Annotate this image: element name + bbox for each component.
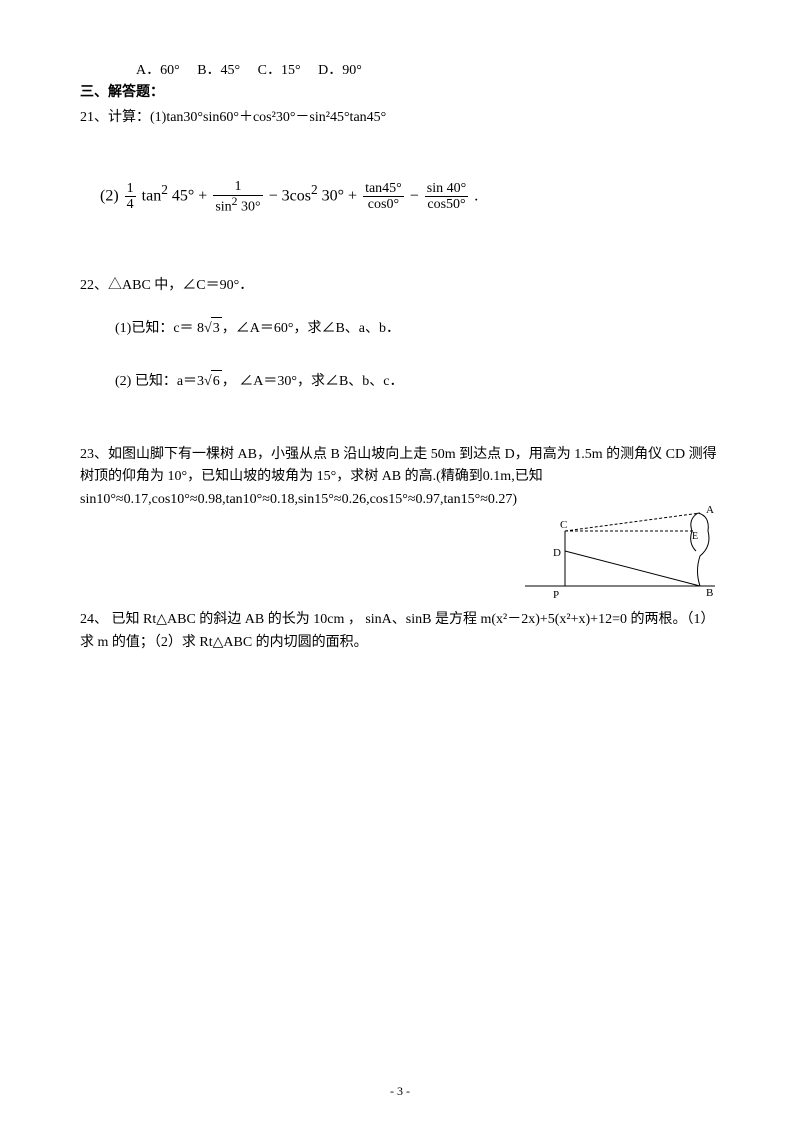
fraction-tan45-cos0: tan45° cos0° <box>363 181 404 213</box>
tan-text: tan <box>142 188 162 205</box>
choice-c: C．15° <box>258 63 301 78</box>
fraction-1-sin2-30: 1 sin2 30° <box>213 179 262 214</box>
sup-2: 2 <box>161 182 168 197</box>
plus-1: + <box>198 188 207 205</box>
choice-a: A．60° <box>136 63 180 78</box>
cos-deg: 30° <box>322 188 344 205</box>
label-p: P <box>553 589 559 601</box>
previous-question-choices: A．60° B．45° C．15° D．90° <box>80 60 720 82</box>
q22-part2: (2) 已知：a＝3√6， ∠A＝30°，求∠B、b、c． <box>115 370 720 393</box>
minus-1: − <box>269 188 278 205</box>
section-title: 三、解答题： <box>80 82 720 104</box>
q21-number: 21、 <box>80 110 108 125</box>
q21-part2-formula: (2) 1 4 tan2 45° + 1 sin2 30° − 3cos2 30… <box>100 179 720 214</box>
label-d: D <box>553 547 561 559</box>
q21-text: 计算：(1)tan30°sin60°＋cos²30°－sin²45°tan45° <box>108 110 386 125</box>
formula-prefix: (2) <box>100 188 119 205</box>
label-c: C <box>560 519 567 531</box>
fraction-sin40-cos50: sin 40° cos50° <box>425 181 468 213</box>
question-24: 24、 已知 Rt△ABC 的斜边 AB 的长为 10cm ， sinA、sin… <box>80 609 720 654</box>
deg-45: 45° <box>172 188 194 205</box>
question-22: 22、△ABC 中，∠C＝90°． (1)已知：c＝ 8√3，∠A＝60°，求∠… <box>80 275 720 394</box>
fraction-1-4: 1 4 <box>125 181 136 213</box>
choice-b: B．45° <box>197 63 240 78</box>
q22-intro: 22、△ABC 中，∠C＝90°． <box>80 275 720 297</box>
question-21: 21、计算：(1)tan30°sin60°＋cos²30°－sin²45°tan… <box>80 107 720 129</box>
minus-2: − <box>410 188 419 205</box>
q24-text: 24、 已知 Rt△ABC 的斜边 AB 的长为 10cm ， sinA、sin… <box>80 612 714 649</box>
label-b: B <box>706 587 713 599</box>
cos-text: cos <box>290 188 311 205</box>
cos-sup: 2 <box>311 182 318 197</box>
q23-figure: E C D P A B <box>520 501 720 609</box>
choice-d: D．90° <box>318 63 362 78</box>
question-23: 23、如图山脚下有一棵树 AB，小强从点 B 沿山坡向上走 50m 到达点 D，… <box>80 444 720 511</box>
label-a: A <box>706 504 714 516</box>
page-number: - 3 - <box>0 1082 800 1101</box>
plus-2: + <box>348 188 357 205</box>
label-e: E <box>692 531 698 542</box>
tree-slope-diagram: E C D P A B <box>520 501 720 601</box>
period: . <box>474 188 478 205</box>
q22-part1: (1)已知：c＝ 8√3，∠A＝60°，求∠B、a、b． <box>115 317 720 340</box>
three: 3 <box>282 188 290 205</box>
